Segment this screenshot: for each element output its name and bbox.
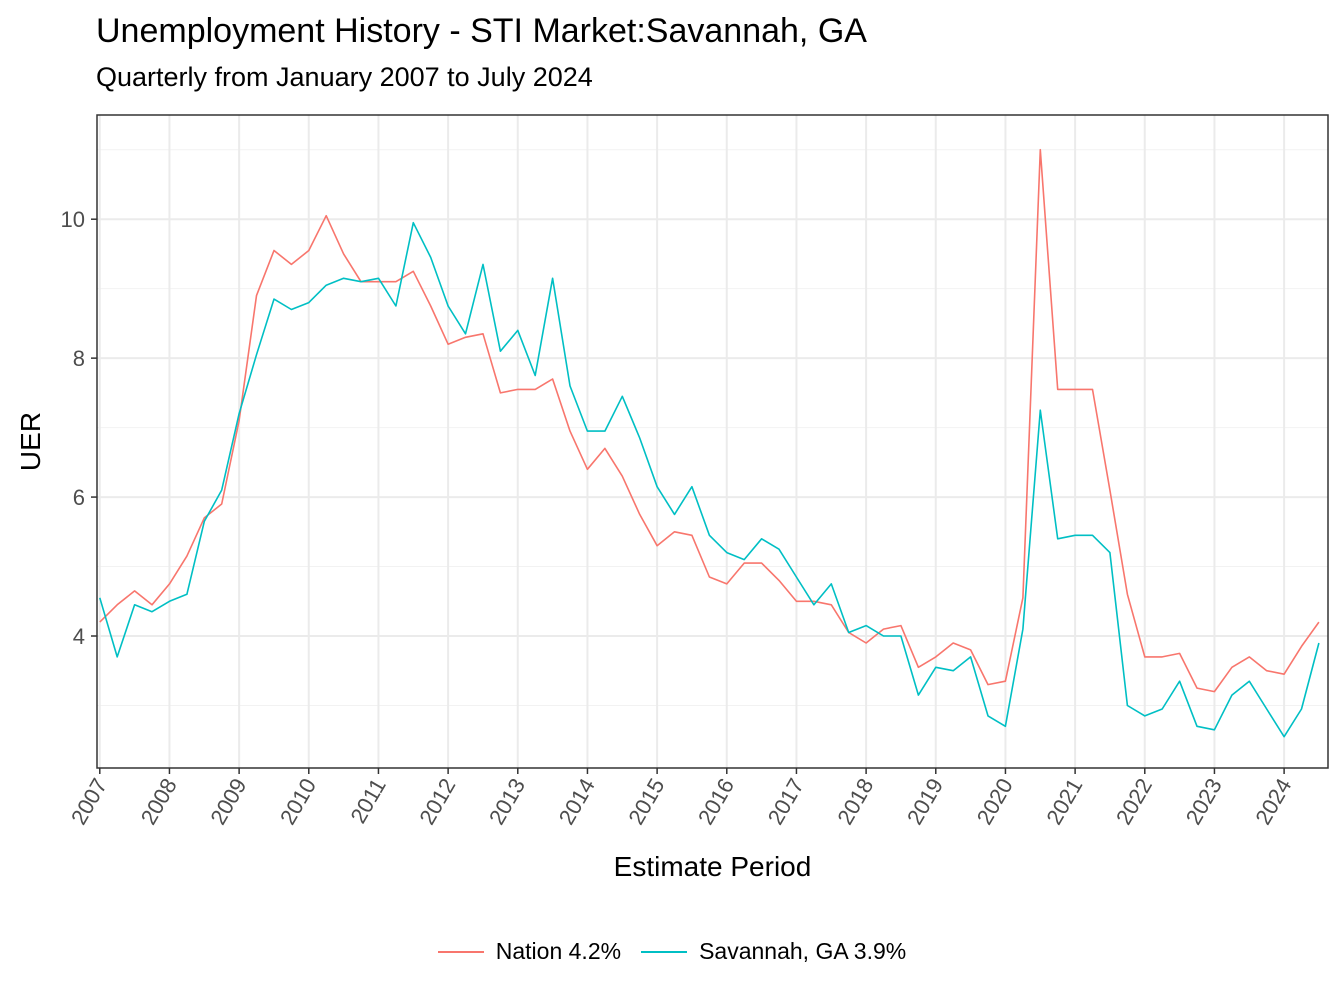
x-tick-label: 2013 — [484, 774, 530, 829]
legend-swatch-savannah — [641, 950, 688, 953]
x-tick-label: 2016 — [693, 774, 739, 829]
chart-subtitle: Quarterly from January 2007 to July 2024 — [96, 62, 593, 92]
chart-title: Unemployment History - STI Market:Savann… — [96, 12, 867, 50]
x-axis-title: Estimate Period — [614, 851, 812, 882]
x-tick-label: 2023 — [1181, 774, 1227, 829]
chart-legend: Nation 4.2% Savannah, GA 3.9% — [0, 938, 1344, 965]
x-tick-label: 2024 — [1250, 774, 1296, 829]
x-tick-label: 2009 — [205, 774, 251, 829]
y-tick-label: 6 — [73, 485, 85, 510]
x-tick-label: 2017 — [763, 774, 809, 829]
x-tick-label: 2008 — [136, 774, 182, 829]
y-tick-label: 8 — [73, 346, 85, 371]
legend-label-nation: Nation 4.2% — [495, 938, 622, 964]
x-tick-label: 2014 — [554, 774, 600, 829]
y-axis-title: UER — [15, 412, 46, 471]
legend-label-savannah: Savannah, GA 3.9% — [699, 938, 907, 964]
x-tick-label: 2012 — [414, 774, 460, 829]
x-tick-label: 2022 — [1111, 774, 1157, 829]
plot-panel-border — [96, 114, 1329, 769]
x-tick-label: 2010 — [275, 774, 321, 829]
x-tick-label: 2020 — [972, 774, 1018, 829]
legend-swatch-nation — [437, 950, 484, 953]
legend-item-nation: Nation 4.2% — [437, 938, 622, 965]
y-tick-label: 10 — [61, 207, 85, 232]
series-line-0 — [99, 148, 1320, 693]
x-tick-label: 2019 — [902, 774, 948, 829]
x-tick-label: 2018 — [832, 774, 878, 829]
x-tick-label: 2021 — [1041, 774, 1087, 829]
y-tick-label: 4 — [73, 624, 85, 649]
series-line-1 — [99, 221, 1320, 738]
x-tick-label: 2015 — [623, 774, 669, 829]
x-tick-label: 2007 — [66, 774, 112, 829]
x-tick-label: 2011 — [345, 774, 390, 827]
legend-item-savannah: Savannah, GA 3.9% — [641, 938, 906, 965]
